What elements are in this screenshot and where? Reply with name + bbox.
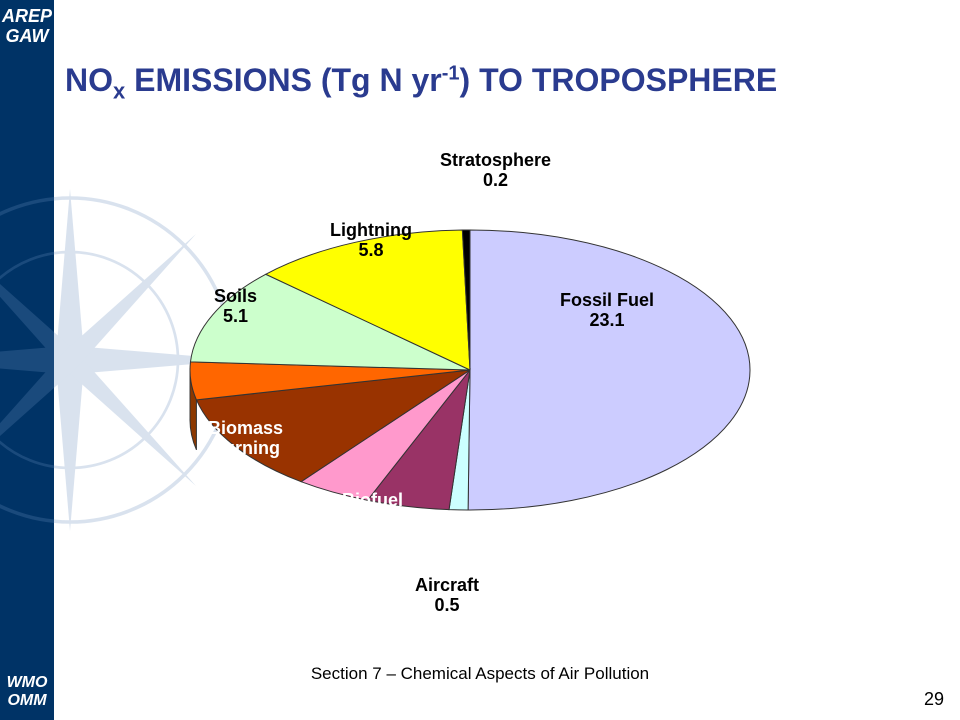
sidebar-gaw: GAW <box>6 26 49 46</box>
pie-svg <box>150 180 790 600</box>
sidebar-arep: AREP <box>2 6 52 26</box>
pie-slice-label: BiomassBurning5.2 <box>208 418 283 478</box>
pie-chart: Fossil Fuel23.1Aircraft0.5Biofuel2.2Biom… <box>150 180 790 600</box>
left-stripe <box>0 0 54 720</box>
pie-slice-label: Lightning5.8 <box>330 220 412 260</box>
pie-slice-label: Fossil Fuel23.1 <box>560 290 654 330</box>
footer-text: Section 7 – Chemical Aspects of Air Poll… <box>0 664 960 684</box>
pie-slice-label: Soils5.1 <box>214 286 257 326</box>
pie-slice-label: Biofuel2.2 <box>342 490 403 530</box>
sidebar-omm: OMM <box>7 692 46 709</box>
chart-title: NOx EMISSIONS (Tg N yr-1) TO TROPOSPHERE <box>65 62 777 104</box>
page-number: 29 <box>924 689 944 710</box>
sidebar-top-label: AREP GAW <box>0 6 54 46</box>
pie-slice <box>468 230 750 510</box>
slide-page: AREP GAW WMO OMM NOx EMISSIONS (Tg N yr-… <box>0 0 960 720</box>
pie-slice-label: Stratosphere0.2 <box>440 150 551 190</box>
pie-slice-label: Aircraft0.5 <box>415 575 479 615</box>
